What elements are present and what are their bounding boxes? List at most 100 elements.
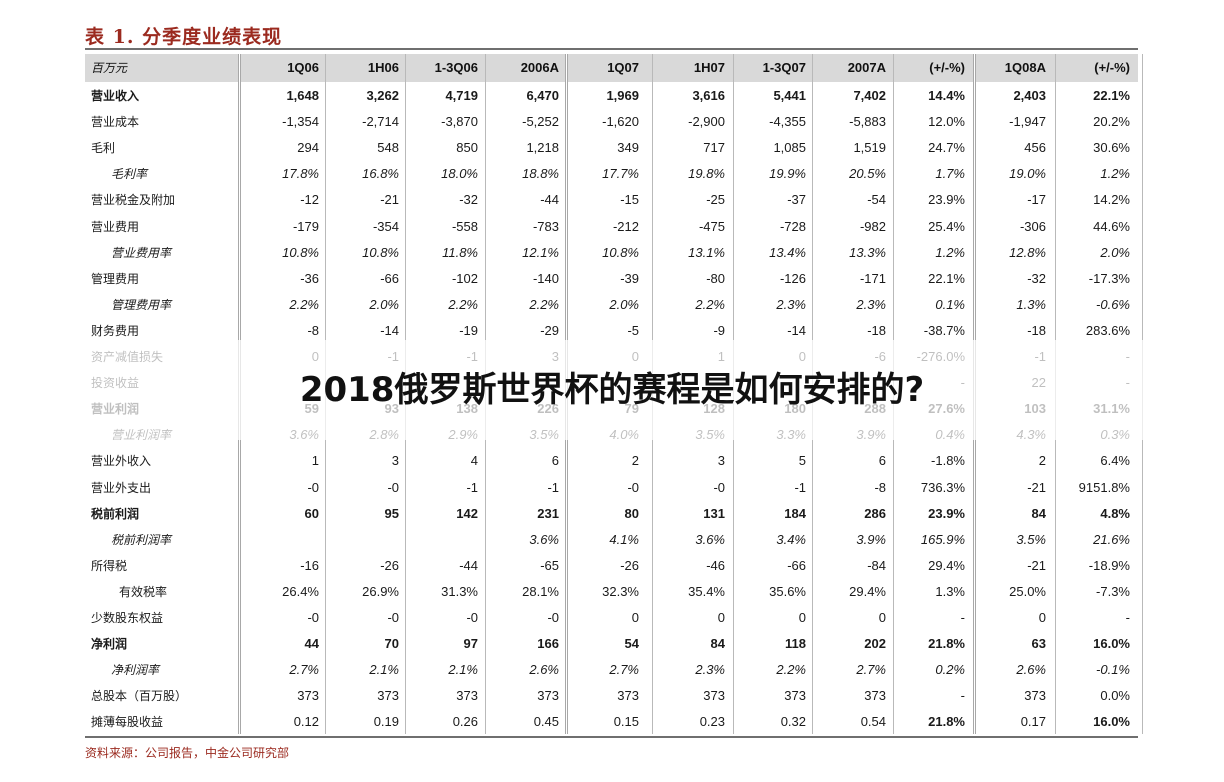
- table-cell: 6.4%: [1100, 453, 1130, 469]
- table-cell: 4.1%: [609, 531, 639, 547]
- table-cell: 2.1%: [369, 662, 399, 678]
- column-header: 1-3Q06: [434, 60, 478, 75]
- row-label: 摊薄每股收益: [91, 715, 164, 730]
- table-cell: 10.8%: [282, 244, 319, 260]
- table-cell: 1,969: [606, 88, 639, 103]
- table-cell: -1: [466, 479, 478, 495]
- table-cell: -16: [300, 557, 319, 573]
- table-cell: 373: [297, 688, 319, 704]
- table-cell: -0: [387, 479, 399, 495]
- table-cell: -179: [292, 218, 319, 234]
- bottom-rule: [85, 736, 1138, 738]
- table-cell: -26: [380, 557, 399, 573]
- table-cell: 6: [878, 453, 886, 469]
- table-row: 净利润 44 70 97 166 54 84 118 202 21.8% 63 16.0%: [85, 631, 1138, 657]
- table-cell: 54: [624, 636, 639, 652]
- table-cell: 0: [878, 610, 886, 625]
- table-cell: 373: [537, 688, 559, 704]
- table-cell: -5,883: [849, 114, 886, 130]
- table-cell: 166: [537, 636, 559, 652]
- table-cell: 2.2%: [695, 296, 725, 312]
- table-cell: 25.4%: [928, 218, 965, 234]
- table-cell: -0: [627, 479, 639, 495]
- table-cell: -17: [1027, 192, 1046, 208]
- table-cell: 3,262: [366, 88, 399, 103]
- table-row: 营业外支出 -0 -0 -1 -1 -0 -0 -1 -8 736.3% -21 9151.8%: [85, 475, 1138, 501]
- row-label: 净利润: [91, 637, 128, 652]
- table-cell: 2.2%: [448, 296, 478, 312]
- table-cell: 142: [456, 505, 478, 521]
- table-cell: 4: [470, 453, 478, 469]
- table-cell: 29.4%: [849, 583, 886, 599]
- table-cell: 1,519: [853, 140, 886, 156]
- table-row: 总股本（百万股） 373 373 373 373 373 373 373 373 - 373 0.0%: [85, 683, 1138, 709]
- table-cell: -102: [451, 270, 478, 286]
- watermark-band: [0, 340, 1224, 440]
- table-cell: 3.6%: [695, 531, 725, 547]
- column-header: 1H06: [367, 60, 399, 75]
- table-cell: 30.6%: [1093, 140, 1130, 156]
- table-cell: 20.5%: [849, 166, 886, 182]
- table-cell: 1.2%: [1100, 166, 1130, 182]
- table-cell: 3,616: [692, 88, 725, 103]
- table-cell: [321, 527, 399, 553]
- table-row: 少数股东权益 -0 -0 -0 -0 0 0 0 0-0-: [85, 605, 1138, 631]
- table-cell: 84: [1031, 505, 1046, 521]
- column-header: 1Q06: [287, 60, 319, 75]
- table-cell: -21: [380, 192, 399, 208]
- table-cell: -18: [867, 322, 886, 338]
- column-header: 1H07: [693, 60, 725, 75]
- overlay-headline: 2018俄罗斯世界杯的赛程是如何安排的?: [299, 370, 925, 410]
- table-cell: 13.4%: [769, 244, 806, 260]
- row-label: 营业收入: [91, 89, 140, 103]
- table-cell: 21.8%: [928, 714, 965, 730]
- table-cell: 0.15: [613, 714, 639, 730]
- table-cell: -1,947: [1009, 114, 1046, 130]
- table-cell: 84: [710, 636, 725, 652]
- table-cell: 0.54: [860, 714, 886, 730]
- table-cell: 22.1%: [928, 270, 965, 286]
- table-cell: -5: [627, 322, 639, 338]
- table-cell: 118: [785, 636, 806, 652]
- table-row: 营业费用率 10.8% 10.8% 11.8% 12.1% 10.8% 13.1% 13.4%…: [85, 240, 1138, 266]
- table-cell: -14: [380, 322, 399, 338]
- table-cell: 2.6%: [1016, 662, 1046, 678]
- table-cell: -8: [307, 322, 319, 338]
- table-cell: 2.2%: [776, 662, 806, 678]
- table-cell: 1.2%: [935, 244, 965, 260]
- table-cell: 21.6%: [1093, 531, 1130, 547]
- table-cell: -0: [713, 479, 725, 495]
- table-row: 管理费用率 2.2% 2.0% 2.2% 2.2% 2.0% 2.2% 2.3% 2.3% 0.1…: [85, 292, 1138, 318]
- table-cell: 349: [617, 140, 639, 156]
- table-cell: 21.8%: [928, 636, 965, 652]
- table-cell: 0: [631, 610, 639, 625]
- table-cell: 0.32: [780, 714, 806, 730]
- table-cell: 12.8%: [1009, 244, 1046, 260]
- table-cell: 70: [384, 636, 399, 652]
- table-row: 税前利润率 3.6% 4.1% 3.6% 3.4% 3.9% 165.9% 3.5% 21.6%: [85, 527, 1138, 553]
- table-cell: -66: [787, 557, 806, 573]
- table-cell: -46: [706, 557, 725, 573]
- table-cell: -66: [380, 270, 399, 286]
- table-cell: -7.3%: [1096, 583, 1130, 599]
- table-cell: -19: [459, 322, 478, 338]
- table-cell: 7,402: [853, 88, 886, 103]
- table-cell: 2.7%: [289, 662, 319, 678]
- table-cell: 373: [617, 688, 639, 704]
- table-cell: 32.3%: [602, 583, 639, 599]
- table-title: 表 1. 分季度业绩表现: [85, 26, 283, 48]
- table-cell: 1.7%: [935, 166, 965, 182]
- table-cell: -44: [459, 557, 478, 573]
- table-cell: 18.8%: [522, 166, 559, 182]
- table-cell: 1.3%: [1016, 296, 1046, 312]
- table-cell: -32: [459, 192, 478, 208]
- table-cell: 717: [703, 140, 725, 156]
- table-cell: 165.9%: [920, 531, 965, 547]
- table-cell: -29: [540, 322, 559, 338]
- row-label: 毛利率: [111, 167, 148, 182]
- table-cell: 23.9%: [928, 192, 965, 208]
- table-cell: 373: [377, 688, 399, 704]
- table-cell: 35.6%: [769, 583, 806, 599]
- table-cell: 2.0%: [369, 296, 399, 312]
- table-cell: -18.9%: [1088, 557, 1130, 573]
